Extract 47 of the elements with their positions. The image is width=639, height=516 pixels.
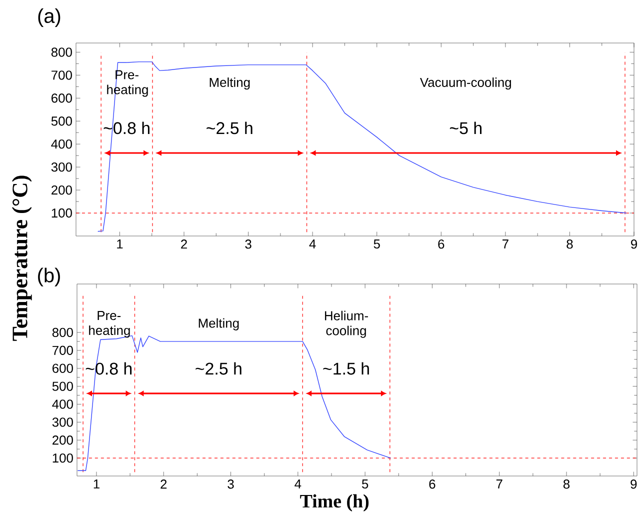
- x-tick-label: 2: [181, 240, 187, 249]
- x-tick-label: 5: [374, 240, 380, 249]
- y-tick-label: 100: [52, 208, 72, 218]
- y-tick-label: 200: [52, 436, 73, 445]
- y-axis-title: Temperature (°C): [12, 176, 32, 341]
- x-tick-label: 8: [566, 240, 573, 249]
- y-tick-label: 800: [51, 48, 72, 57]
- x-tick-label: 9: [630, 480, 637, 489]
- y-tick-label: 300: [52, 418, 73, 427]
- x-tick-label: 1: [117, 240, 123, 248]
- x-tick-label: 7: [496, 480, 502, 488]
- y-tick-label: 400: [52, 400, 73, 409]
- annotation: Melting: [210, 77, 250, 90]
- y-tick-label: 600: [52, 94, 72, 103]
- y-tick-label: 700: [52, 70, 72, 80]
- x-tick-label: 3: [245, 240, 252, 249]
- x-tick-label: 5: [362, 480, 368, 489]
- x-tick-label: 6: [438, 240, 444, 249]
- y-tick-label: 100: [52, 453, 73, 463]
- annotation: Melting: [198, 318, 239, 330]
- x-tick-label: 2: [160, 480, 167, 489]
- x-tick-label: 1: [94, 480, 100, 488]
- annotation: ~5 h: [450, 122, 482, 134]
- y-tick-label: 500: [52, 382, 73, 391]
- annotation: Vacuum-cooling: [420, 77, 512, 90]
- y-tick-label: 600: [52, 364, 73, 373]
- chart-title: (a): [38, 8, 60, 27]
- chart-title: (b): [38, 268, 60, 286]
- x-tick-label: 4: [294, 480, 302, 488]
- y-tick-label: 800: [52, 328, 73, 338]
- annotation: ~2.5 h: [206, 122, 252, 134]
- annotation: ~2.5 h: [196, 362, 242, 375]
- annotation: Pre-heating: [89, 311, 130, 338]
- x-tick-label: 8: [563, 480, 570, 489]
- x-tick-label: 4: [309, 240, 316, 248]
- x-tick-label: 7: [502, 240, 508, 248]
- x-axis-title: Time (h): [300, 494, 369, 512]
- x-tick-label: 9: [631, 240, 637, 249]
- y-tick-label: 200: [52, 185, 72, 195]
- y-tick-label: 400: [51, 140, 72, 149]
- y-tick-label: 700: [52, 346, 73, 355]
- annotation: Helium-cooling: [325, 310, 368, 338]
- annotation: ~1.5 h: [323, 362, 369, 375]
- x-tick-label: 6: [429, 480, 436, 489]
- y-tick-label: 300: [51, 162, 72, 172]
- y-tick-label: 500: [51, 116, 72, 126]
- x-tick-label: 3: [228, 480, 234, 489]
